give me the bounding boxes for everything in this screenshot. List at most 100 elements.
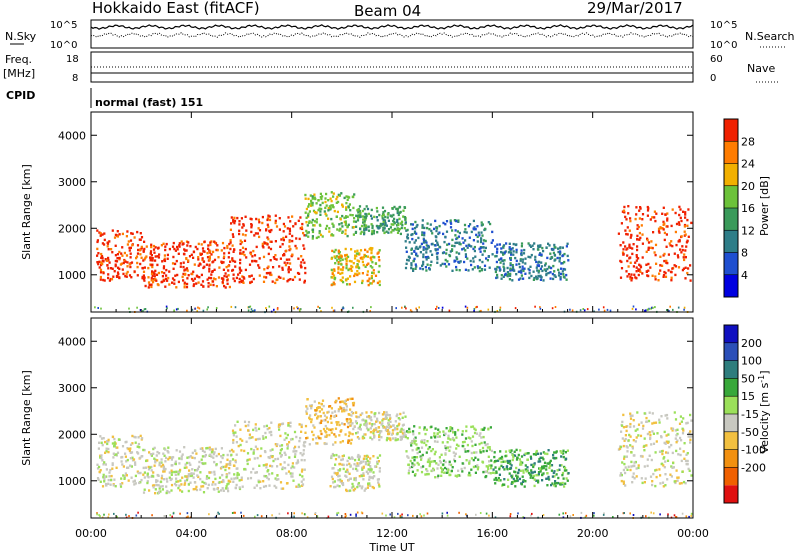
range-cell	[345, 264, 348, 267]
range-cell	[258, 257, 261, 260]
range-cell	[387, 212, 390, 215]
range-cell	[133, 479, 136, 482]
range-cell	[359, 215, 362, 218]
range-cell	[455, 265, 458, 269]
range-cell	[626, 468, 629, 471]
range-cell	[157, 490, 160, 494]
range-cell	[509, 258, 512, 261]
range-cell	[291, 239, 294, 243]
range-cell	[468, 236, 471, 239]
range-cell	[107, 438, 110, 442]
range-cell	[230, 216, 233, 219]
range-cell	[106, 264, 109, 267]
range-cell	[332, 224, 335, 227]
range-cell	[223, 246, 226, 250]
range-cell	[413, 442, 416, 445]
range-cell	[670, 276, 673, 279]
range-cell	[134, 461, 137, 464]
range-cell	[319, 415, 322, 418]
range-cell	[624, 229, 627, 232]
range-cell	[297, 307, 299, 310]
range-cell	[343, 402, 346, 405]
range-cell	[233, 511, 235, 514]
range-cell	[279, 455, 283, 458]
range-cell	[673, 411, 676, 414]
range-cell	[96, 254, 99, 257]
range-cell	[414, 247, 417, 250]
range-cell	[212, 453, 215, 456]
range-cell	[633, 273, 636, 276]
range-cell	[673, 514, 676, 517]
range-cell	[559, 246, 562, 249]
range-cell	[671, 429, 674, 432]
colorbar-segment	[724, 208, 738, 231]
range-cell	[211, 280, 215, 283]
range-cell	[229, 480, 232, 483]
range-cell	[529, 473, 532, 476]
range-cell	[584, 516, 587, 519]
range-cell	[519, 259, 522, 262]
range-cell	[513, 454, 517, 457]
range-cell	[337, 409, 340, 413]
range-cell	[155, 279, 158, 282]
range-cell	[186, 244, 189, 247]
range-cell	[502, 466, 505, 469]
range-cell	[310, 420, 313, 424]
range-cell	[227, 463, 230, 466]
range-cell	[173, 282, 176, 285]
range-cell	[304, 513, 306, 516]
range-cell	[205, 263, 208, 266]
range-cell	[277, 275, 280, 279]
range-cell	[164, 277, 167, 281]
range-cell	[148, 489, 151, 492]
range-cell	[363, 419, 366, 422]
range-cell	[675, 449, 678, 453]
range-cell	[659, 264, 662, 267]
scatter-region-4	[329, 452, 382, 493]
range-cell	[258, 229, 262, 232]
range-cell	[623, 455, 626, 458]
range-cell	[405, 262, 408, 265]
range-cell	[287, 470, 291, 473]
range-cell	[470, 451, 473, 455]
range-cell	[374, 427, 378, 430]
range-cell	[643, 412, 646, 415]
range-cell	[117, 266, 120, 269]
range-cell	[111, 442, 114, 445]
range-cell	[222, 278, 225, 281]
range-cell	[498, 269, 501, 272]
range-cell	[629, 277, 632, 280]
range-cell	[352, 226, 355, 229]
range-cell	[288, 441, 291, 444]
range-cell	[340, 482, 344, 485]
range-cell	[194, 245, 197, 249]
range-cell	[274, 221, 277, 225]
range-cell	[331, 477, 334, 481]
range-cell	[551, 272, 554, 276]
range-cell	[418, 426, 421, 429]
scatter-region-5	[354, 205, 407, 236]
range-cell	[344, 474, 347, 477]
range-cell	[676, 439, 679, 442]
range-cell	[480, 269, 483, 272]
range-cell	[354, 250, 357, 253]
range-cell	[243, 253, 246, 257]
range-cell	[244, 234, 247, 237]
range-cell	[451, 248, 454, 251]
range-cell	[365, 228, 368, 231]
range-cell	[338, 229, 341, 232]
range-cell	[622, 426, 625, 429]
range-cell	[318, 231, 321, 235]
range-cell	[99, 435, 102, 438]
range-cell	[107, 516, 109, 519]
range-cell	[108, 471, 111, 474]
range-cell	[225, 476, 228, 479]
range-cell	[376, 478, 379, 481]
range-cell	[153, 251, 156, 254]
range-cell	[285, 482, 289, 485]
range-cell	[341, 463, 344, 466]
range-cell	[135, 255, 139, 258]
range-cell	[192, 279, 195, 282]
range-cell	[284, 453, 287, 456]
range-cell	[661, 264, 664, 267]
